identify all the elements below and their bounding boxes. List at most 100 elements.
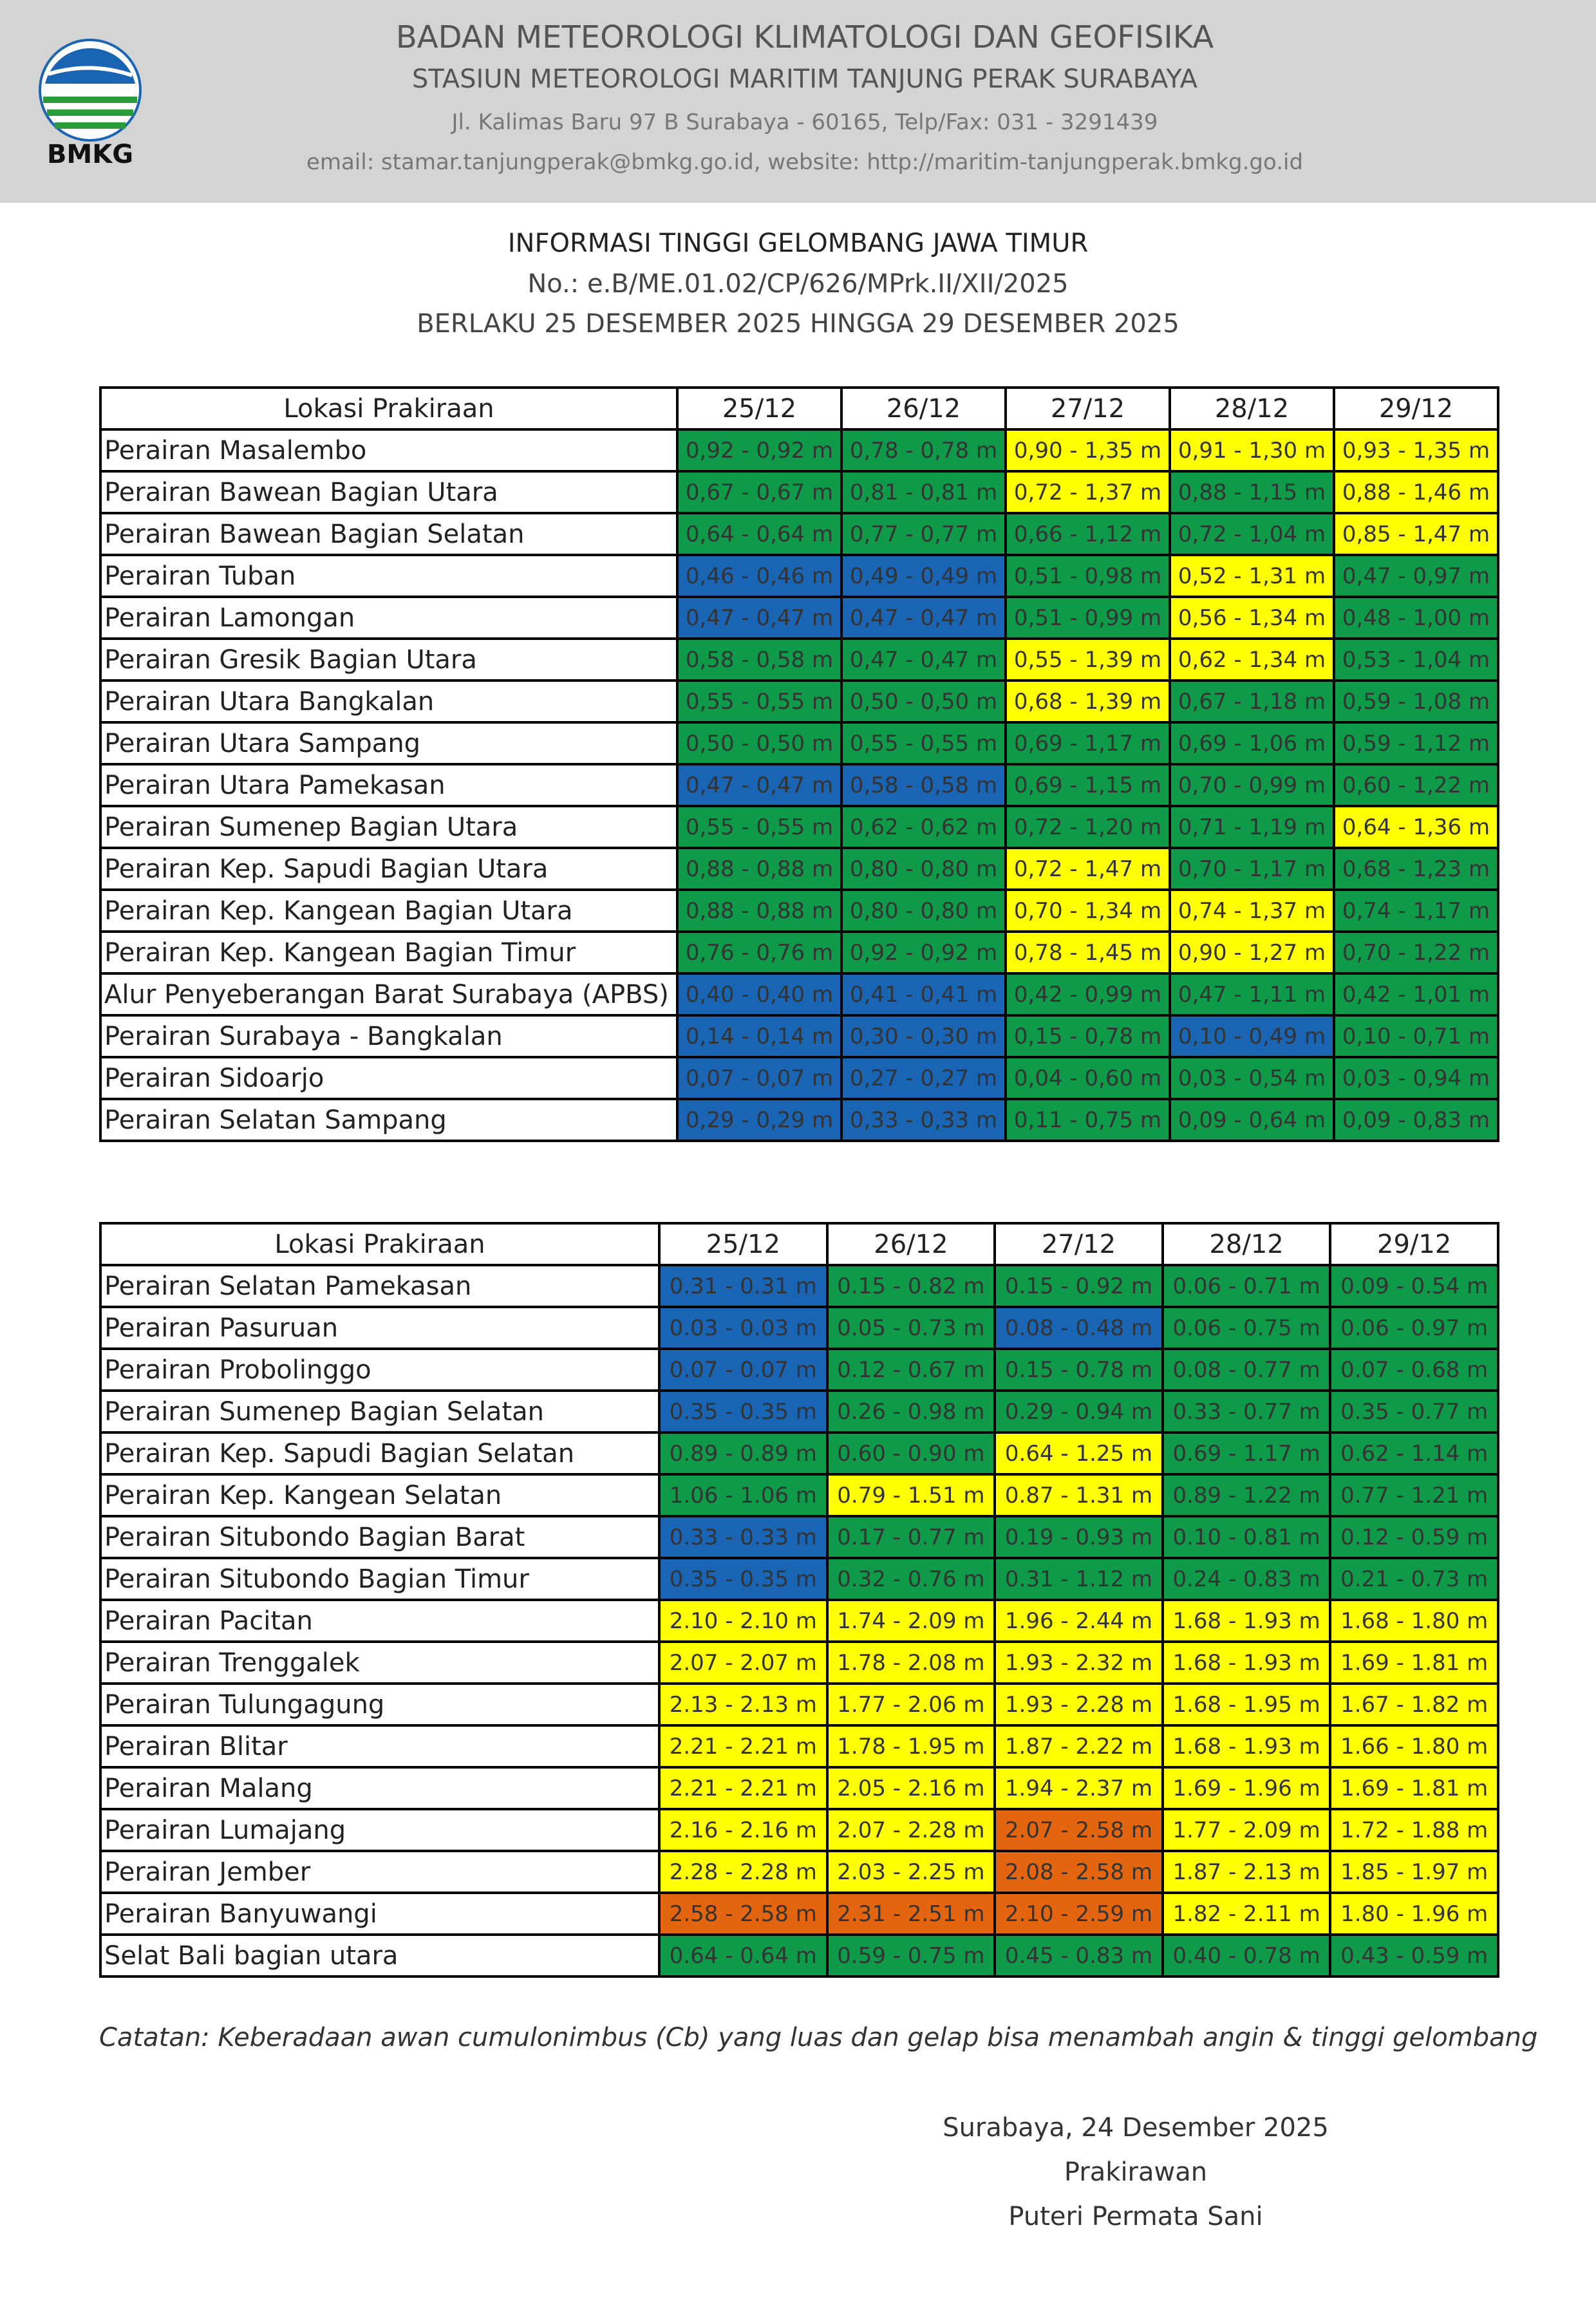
wave-cell: 0,85 - 1,47 m xyxy=(1333,512,1499,556)
wave-cell: 0.08 - 0.48 m xyxy=(993,1306,1164,1350)
wave-cell: 2.21 - 2.21 m xyxy=(658,1766,829,1810)
wave-cell: 2.28 - 2.28 m xyxy=(658,1850,829,1894)
wave-cell: 1.80 - 1.96 m xyxy=(1329,1892,1499,1936)
wave-cell: 0,90 - 1,27 m xyxy=(1169,930,1335,975)
wave-cell: 0,30 - 0,30 m xyxy=(840,1014,1007,1058)
wave-cell: 0.06 - 0.75 m xyxy=(1161,1306,1332,1350)
wave-cell: 0,50 - 0,50 m xyxy=(676,721,843,765)
wave-cell: 0,47 - 0,47 m xyxy=(840,596,1007,640)
wave-cell: 0,47 - 1,11 m xyxy=(1169,972,1335,1017)
location: Perairan Bawean Bagian Utara xyxy=(99,470,679,514)
wave-cell: 0,58 - 0,58 m xyxy=(840,763,1007,807)
location: Perairan Kep. Sapudi Bagian Selatan xyxy=(99,1431,661,1476)
wave-cell: 0.62 - 1.14 m xyxy=(1329,1431,1499,1476)
row: Perairan Situbondo Bagian Barat 0.33 - 0.… xyxy=(99,1515,1499,1559)
wave-cell: 0,11 - 0,75 m xyxy=(1004,1098,1171,1142)
wave-cell: 0,70 - 1,17 m xyxy=(1169,847,1335,891)
location: Alur Penyeberangan Barat Surabaya (APBS) xyxy=(99,972,679,1017)
wave-cell: 0,03 - 0,94 m xyxy=(1333,1056,1499,1100)
wave-cell: 0.69 - 1.17 m xyxy=(1161,1431,1332,1476)
wave-cell: 0,59 - 1,08 m xyxy=(1333,679,1499,724)
wave-cell: 0,67 - 1,18 m xyxy=(1169,679,1335,724)
wave-cell: 0,88 - 1,15 m xyxy=(1169,470,1335,514)
address: Jl. Kalimas Baru 97 B Surabaya - 60165, … xyxy=(451,109,1158,135)
wave-cell: 2.21 - 2.21 m xyxy=(658,1724,829,1769)
signature-name: Puteri Permata Sani xyxy=(1008,2202,1263,2231)
wave-cell: 0.35 - 0.35 m xyxy=(658,1557,829,1601)
wave-cell: 0.43 - 0.59 m xyxy=(1329,1933,1499,1978)
wave-cell: 0,76 - 0,76 m xyxy=(676,930,843,975)
header-row: Lokasi Prakiraan 25/12 26/12 27/12 28/12 29/1… xyxy=(99,386,1499,431)
wave-cell: 0,46 - 0,46 m xyxy=(676,554,843,598)
wave-cell: 0,72 - 1,20 m xyxy=(1004,805,1171,849)
wave-cell: 0,66 - 1,12 m xyxy=(1004,512,1171,556)
wave-cell: 0,49 - 0,49 m xyxy=(840,554,1007,598)
wave-cell: 0,42 - 0,99 m xyxy=(1004,972,1171,1017)
location: Perairan Lamongan xyxy=(99,596,679,640)
wave-cell: 1.87 - 2.22 m xyxy=(993,1724,1164,1769)
wave-cell: 2.58 - 2.58 m xyxy=(658,1892,829,1936)
signature-role: Prakirawan xyxy=(1064,2157,1208,2187)
row: Perairan Selatan Sampang 0,29 - 0,29 m 0,3… xyxy=(99,1098,1499,1142)
note: Catatan: Keberadaan awan cumulonimbus (C… xyxy=(99,2023,1538,2052)
wave-cell: 0.89 - 1.22 m xyxy=(1161,1473,1332,1517)
wave-cell: 0,33 - 0,33 m xyxy=(840,1098,1007,1142)
wave-cell: 0,88 - 1,46 m xyxy=(1333,470,1499,514)
wave-cell: 1.67 - 1.82 m xyxy=(1329,1682,1499,1727)
location: Perairan Trenggalek xyxy=(99,1640,661,1685)
location: Perairan Sidoarjo xyxy=(99,1056,679,1100)
wave-cell: 0.12 - 0.67 m xyxy=(825,1347,997,1392)
location: Perairan Sumenep Bagian Selatan xyxy=(99,1389,661,1434)
wave-cell: 0,62 - 1,34 m xyxy=(1169,637,1335,682)
wave-cell: 0,47 - 0,47 m xyxy=(840,637,1007,682)
wave-cell: 0.87 - 1.31 m xyxy=(993,1473,1164,1517)
wave-cell: 1.69 - 1.81 m xyxy=(1329,1640,1499,1685)
wave-cell: 1.77 - 2.09 m xyxy=(1161,1808,1332,1852)
wave-cell: 0,69 - 1,17 m xyxy=(1004,721,1171,765)
location: Perairan Kep. Sapudi Bagian Utara xyxy=(99,847,679,891)
row: Perairan Masalembo 0,92 - 0,92 m 0,78 - 0,… xyxy=(99,428,1499,473)
wave-cell: 2.10 - 2.59 m xyxy=(993,1892,1164,1936)
row: Perairan Kep. Sapudi Bagian Utara 0,88 - … xyxy=(99,847,1499,891)
wave-cell: 0,74 - 1,37 m xyxy=(1169,888,1335,933)
row: Alur Penyeberangan Barat Surabaya (APBS)… xyxy=(99,972,1499,1017)
wave-cell: 0.45 - 0.83 m xyxy=(993,1933,1164,1978)
wave-cell: 0,03 - 0,54 m xyxy=(1169,1056,1335,1100)
wave-cell: 1.85 - 1.97 m xyxy=(1329,1850,1499,1894)
wave-cell: 0,55 - 0,55 m xyxy=(676,805,843,849)
title: INFORMASI TINGGI GELOMBANG JAWA TIMUR xyxy=(507,229,1089,258)
column-header: 27/12 xyxy=(1004,386,1171,431)
wave-cell: 0,80 - 0,80 m xyxy=(840,847,1007,891)
wave-cell: 0,68 - 1,23 m xyxy=(1333,847,1499,891)
row: Perairan Gresik Bagian Utara 0,58 - 0,58 … xyxy=(99,637,1499,682)
wave-cell: 0,55 - 0,55 m xyxy=(840,721,1007,765)
wave-cell: 0.64 - 1.25 m xyxy=(993,1431,1164,1476)
wave-cell: 0,51 - 0,98 m xyxy=(1004,554,1171,598)
location: Perairan Selatan Sampang xyxy=(99,1098,679,1142)
wave-cell: 0,56 - 1,34 m xyxy=(1169,596,1335,640)
wave-cell: 0.09 - 0.54 m xyxy=(1329,1264,1499,1308)
location: Perairan Tuban xyxy=(99,554,679,598)
row: Perairan Pasuruan 0.03 - 0.03 m 0.05 - 0.7… xyxy=(99,1306,1499,1350)
validity: BERLAKU 25 DESEMBER 2025 HINGGA 29 DESEM… xyxy=(417,309,1179,339)
wave-cell: 0.60 - 0.90 m xyxy=(825,1431,997,1476)
location: Perairan Utara Sampang xyxy=(99,721,679,765)
wave-cell: 2.31 - 2.51 m xyxy=(825,1892,997,1936)
wave-cell: 0,90 - 1,35 m xyxy=(1004,428,1171,473)
wave-cell: 2.05 - 2.16 m xyxy=(825,1766,997,1810)
wave-cell: 0.24 - 0.83 m xyxy=(1161,1557,1332,1601)
row: Perairan Bawean Bagian Utara 0,67 - 0,67 … xyxy=(99,470,1499,514)
column-header: 28/12 xyxy=(1161,1222,1332,1266)
wave-cell: 1.87 - 2.13 m xyxy=(1161,1850,1332,1894)
row: Perairan Kep. Kangean Bagian Utara 0,88 -… xyxy=(99,888,1499,933)
wave-cell: 0.33 - 0.77 m xyxy=(1161,1389,1332,1434)
location: Perairan Blitar xyxy=(99,1724,661,1769)
wave-cell: 1.77 - 2.06 m xyxy=(825,1682,997,1727)
wave-cell: 2.10 - 2.10 m xyxy=(658,1599,829,1643)
wave-cell: 0,07 - 0,07 m xyxy=(676,1056,843,1100)
signature-date: Surabaya, 24 Desember 2025 xyxy=(943,2113,1329,2143)
wave-cell: 0,71 - 1,19 m xyxy=(1169,805,1335,849)
wave-cell: 0,09 - 0,83 m xyxy=(1333,1098,1499,1142)
wave-cell: 0,10 - 0,71 m xyxy=(1333,1014,1499,1058)
